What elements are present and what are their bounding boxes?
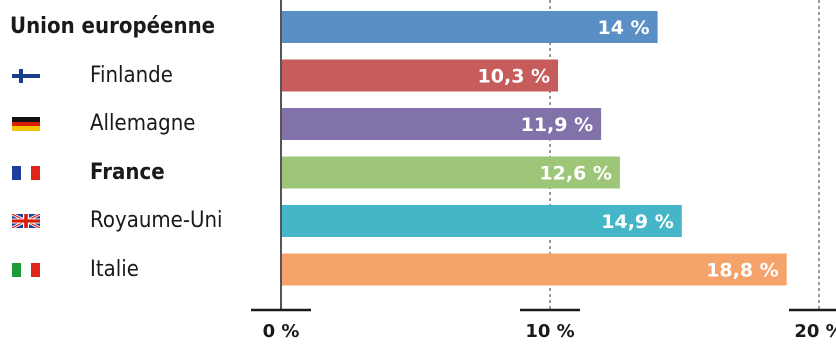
bar-5 xyxy=(281,253,787,286)
bar-value-label: 12,6 % xyxy=(539,163,612,185)
bar-value-label: 18,8 % xyxy=(706,260,779,282)
bar-value-label: 14,9 % xyxy=(601,211,674,233)
bar-2 xyxy=(281,108,602,140)
tick-label: 0 % xyxy=(263,321,300,342)
bar-value-label: 14 % xyxy=(598,17,650,39)
finland-flag-icon xyxy=(12,68,40,83)
category-label: Allemagne xyxy=(90,111,196,136)
category-label: Italie xyxy=(90,256,139,282)
category-label: Finlande xyxy=(90,62,173,88)
bar-4 xyxy=(281,205,682,237)
category-label: Union européenne xyxy=(10,14,216,39)
tick-label: 20 % xyxy=(794,321,836,342)
bar-1 xyxy=(281,59,559,92)
bar-3 xyxy=(281,156,620,189)
bar-value-label: 10,3 % xyxy=(478,66,551,88)
bar-value-label: 11,9 % xyxy=(521,114,594,136)
category-label: France xyxy=(90,159,165,185)
germany-flag-icon xyxy=(12,117,40,131)
tick-label: 10 % xyxy=(525,321,574,342)
italy-flag-icon xyxy=(12,262,40,277)
france-flag-icon xyxy=(12,165,40,180)
uk-flag-icon xyxy=(12,214,40,228)
bar-0 xyxy=(281,11,658,43)
category-label: Royaume-Uni xyxy=(90,208,223,233)
